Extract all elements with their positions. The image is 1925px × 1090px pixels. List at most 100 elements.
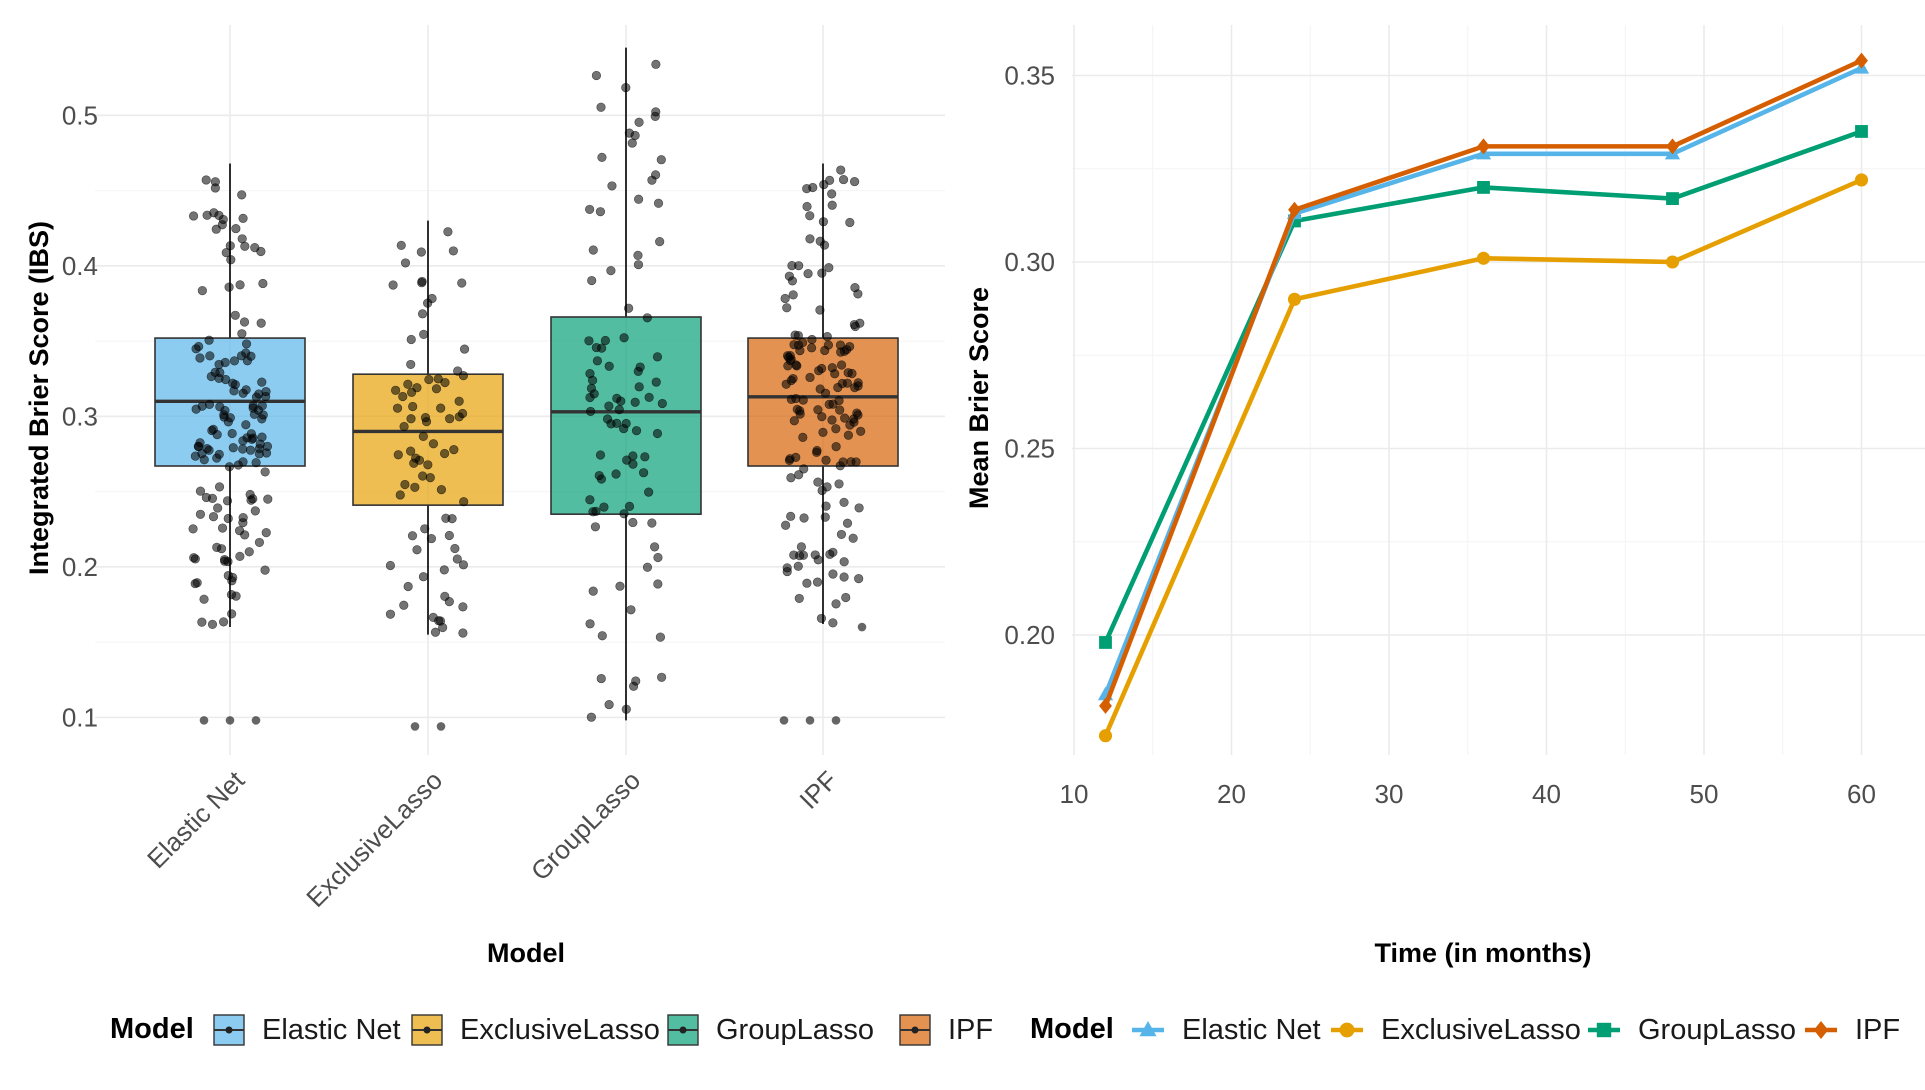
jitter-point xyxy=(626,605,636,615)
jitter-point xyxy=(391,385,401,395)
jitter-point xyxy=(258,278,268,289)
jitter-point xyxy=(805,372,815,383)
jitter-point xyxy=(241,385,251,395)
jitter-point xyxy=(188,211,199,221)
jitter-point xyxy=(630,130,640,141)
jitter-point xyxy=(218,214,228,225)
jitter-point xyxy=(647,518,657,528)
jitter-point xyxy=(824,263,834,273)
jitter-point xyxy=(828,547,838,557)
jitter-point xyxy=(235,280,245,290)
jitter-point xyxy=(585,495,595,505)
right-legend-item-ipf: IPF xyxy=(1805,1014,1900,1046)
jitter-point xyxy=(396,240,406,250)
jitter-point xyxy=(420,524,430,534)
jitter-point xyxy=(587,275,597,286)
jitter-point xyxy=(787,261,797,271)
jitter-point xyxy=(827,200,837,210)
jitter-point xyxy=(855,318,865,328)
jitter-point xyxy=(418,471,428,481)
jitter-point xyxy=(459,497,469,507)
jitter-point xyxy=(604,361,614,371)
jitter-point xyxy=(817,363,827,374)
jitter-point xyxy=(782,303,792,313)
jitter-point xyxy=(229,356,240,366)
jitter-point xyxy=(812,447,822,457)
left-legend-item-grouplasso: GroupLasso xyxy=(667,1014,874,1046)
jitter-point xyxy=(399,600,409,610)
jitter-point xyxy=(655,237,665,247)
jitter-point xyxy=(256,246,266,257)
jitter-point xyxy=(783,361,793,371)
box-iqr-rect xyxy=(550,316,702,515)
jitter-point xyxy=(831,442,841,452)
jitter-point xyxy=(633,260,644,270)
jitter-point xyxy=(652,352,663,362)
jitter-point xyxy=(263,494,273,504)
jitter-point xyxy=(805,234,815,244)
jitter-point xyxy=(597,343,607,353)
jitter-point xyxy=(630,397,640,407)
jitter-point xyxy=(586,406,596,417)
series-exclusivelasso xyxy=(1098,173,1869,743)
jitter-point xyxy=(201,492,211,503)
jitter-point xyxy=(199,594,209,604)
data-point-circle xyxy=(1287,292,1302,306)
jitter-point xyxy=(817,268,827,278)
jitter-point xyxy=(836,360,847,370)
jitter-point xyxy=(651,377,661,387)
jitter-point xyxy=(586,712,596,722)
jitter-point xyxy=(210,367,220,377)
jitter-points-grouplasso xyxy=(584,59,667,722)
right-y-tick-label: 0.30 xyxy=(1004,247,1055,277)
jitter-point xyxy=(652,428,663,439)
jitter-point xyxy=(424,374,434,385)
jitter-point xyxy=(398,391,408,402)
jitter-point xyxy=(205,351,215,361)
jitter-point xyxy=(813,477,823,487)
jitter-point xyxy=(849,176,860,187)
jitter-point xyxy=(454,412,464,422)
right-legend-label: IPF xyxy=(1855,1014,1900,1046)
jitter-point xyxy=(588,507,598,517)
data-point-circle xyxy=(1098,729,1113,743)
jitter-point xyxy=(822,482,832,492)
jitter-point xyxy=(784,271,794,281)
jitter-point xyxy=(786,473,796,483)
jitter-point xyxy=(653,552,663,563)
jitter-point xyxy=(440,591,450,601)
jitter-point xyxy=(238,213,248,223)
jitter-point xyxy=(621,83,631,93)
outlier-point xyxy=(199,716,209,725)
jitter-point xyxy=(604,401,614,411)
jitter-point xyxy=(234,526,245,536)
jitter-point xyxy=(585,204,595,215)
jitter-point xyxy=(807,334,817,345)
jitter-point xyxy=(607,181,617,191)
jitter-point xyxy=(612,418,622,428)
jitter-point xyxy=(197,401,207,411)
outlier-point xyxy=(225,716,235,725)
jitter-point xyxy=(393,450,403,460)
outlier-point xyxy=(831,716,841,725)
jitter-point xyxy=(633,250,643,260)
jitter-point xyxy=(195,438,205,448)
jitter-point xyxy=(788,290,798,300)
jitter-point xyxy=(407,531,418,541)
jitter-point xyxy=(807,343,817,353)
jitter-point xyxy=(633,366,643,376)
jitter-point xyxy=(457,278,467,288)
data-point-circle xyxy=(1476,251,1491,265)
jitter-point xyxy=(843,430,854,440)
jitter-point xyxy=(254,389,264,399)
jitter-point xyxy=(225,241,235,251)
jitter-point xyxy=(208,512,219,522)
left-legend-title: Model xyxy=(110,1013,194,1045)
jitter-point xyxy=(230,310,240,320)
jitter-point xyxy=(653,198,664,208)
jitter-point xyxy=(408,401,418,412)
jitter-point xyxy=(423,298,433,308)
jitter-point xyxy=(419,329,429,339)
right-x-tick-label: 10 xyxy=(1060,779,1089,809)
